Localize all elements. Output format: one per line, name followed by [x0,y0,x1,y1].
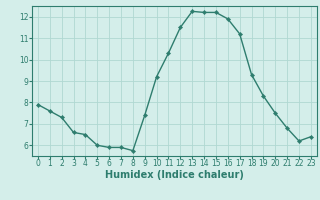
X-axis label: Humidex (Indice chaleur): Humidex (Indice chaleur) [105,170,244,180]
